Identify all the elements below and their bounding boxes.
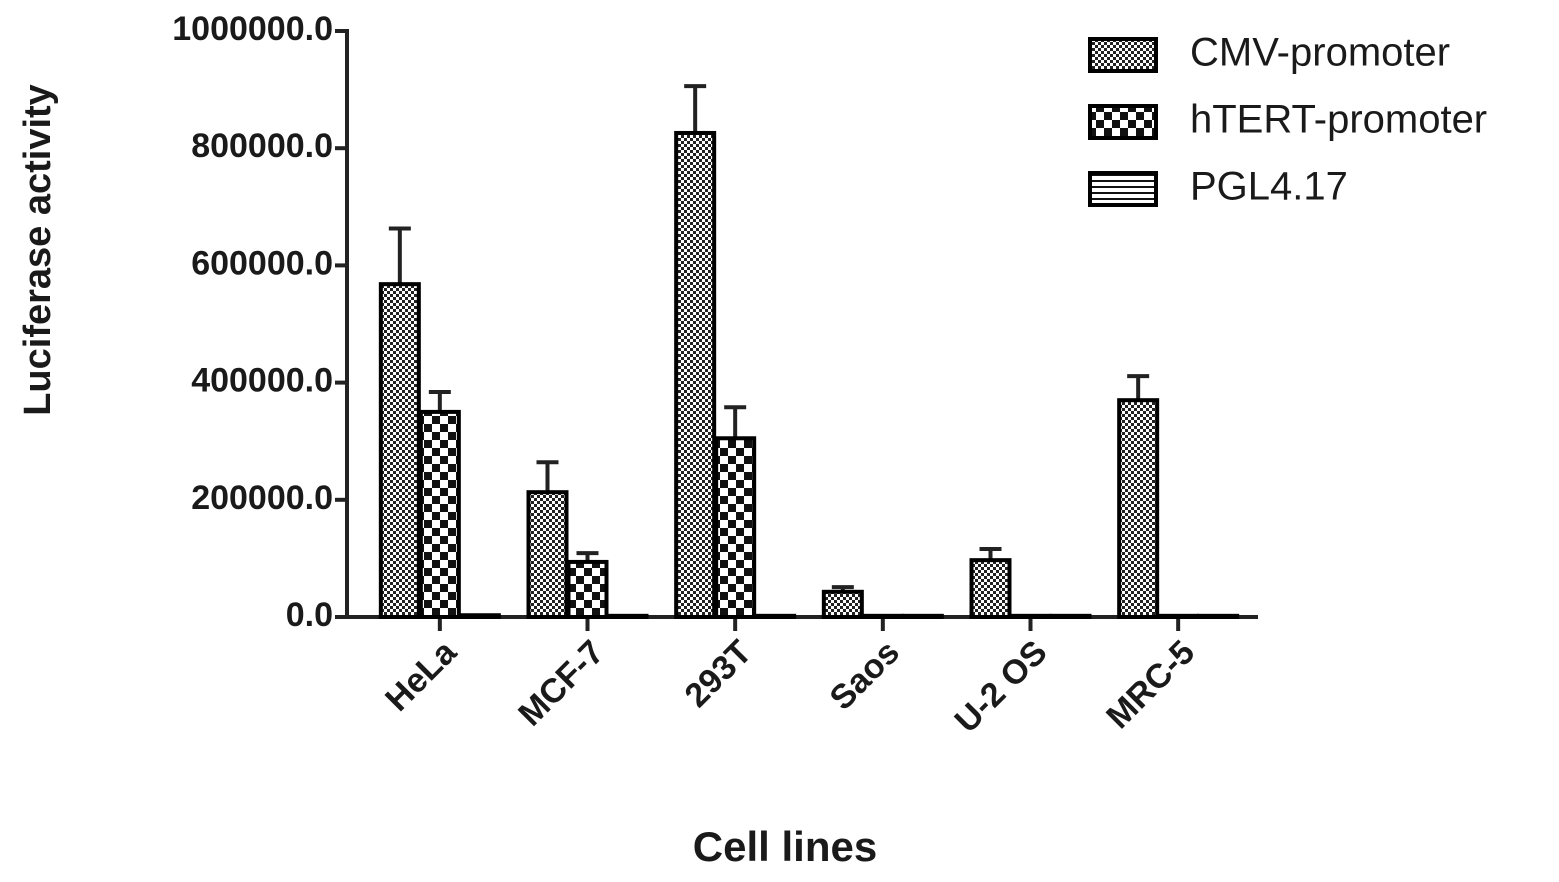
legend-swatch — [1088, 171, 1158, 207]
y-tick-label: 0.0 — [286, 596, 333, 634]
bar — [1197, 613, 1240, 620]
bar — [378, 282, 421, 619]
legend-swatch — [1088, 37, 1158, 73]
bar — [754, 613, 797, 620]
bar — [901, 613, 944, 620]
x-tick-label: HeLa — [378, 632, 464, 718]
legend-swatch — [1088, 104, 1158, 140]
x-tick-label: Saos — [823, 633, 907, 717]
bar — [526, 490, 569, 620]
bar — [821, 589, 864, 620]
y-tick-label: 200000.0 — [191, 479, 333, 517]
legend-label: CMV-promoter — [1190, 31, 1450, 75]
bar — [458, 613, 501, 620]
bar — [674, 130, 717, 620]
bar — [969, 558, 1012, 620]
x-tick-label: MCF-7 — [511, 633, 611, 733]
x-tick-label: U-2 OS — [947, 633, 1054, 740]
y-tick-label: 600000.0 — [191, 244, 333, 282]
y-tick-label: 400000.0 — [191, 362, 333, 400]
bar — [861, 613, 904, 620]
x-tick-label: 293T — [678, 633, 760, 715]
y-tick-label: 1000000.0 — [172, 10, 333, 48]
legend-label: hTERT-promoter — [1190, 98, 1487, 142]
bar — [1009, 613, 1052, 620]
bar — [606, 613, 649, 620]
bar — [1049, 613, 1092, 620]
y-axis-title: Luciferase activity — [17, 84, 59, 416]
bar — [566, 559, 609, 620]
bar — [1157, 613, 1200, 620]
bar — [1117, 398, 1160, 619]
legend-label: PGL4.17 — [1190, 165, 1348, 209]
x-axis-title: Cell lines — [693, 823, 877, 870]
bar — [714, 436, 757, 619]
y-tick-label: 800000.0 — [191, 127, 333, 165]
x-tick-label: MRC-5 — [1099, 633, 1202, 736]
bar — [418, 409, 461, 619]
